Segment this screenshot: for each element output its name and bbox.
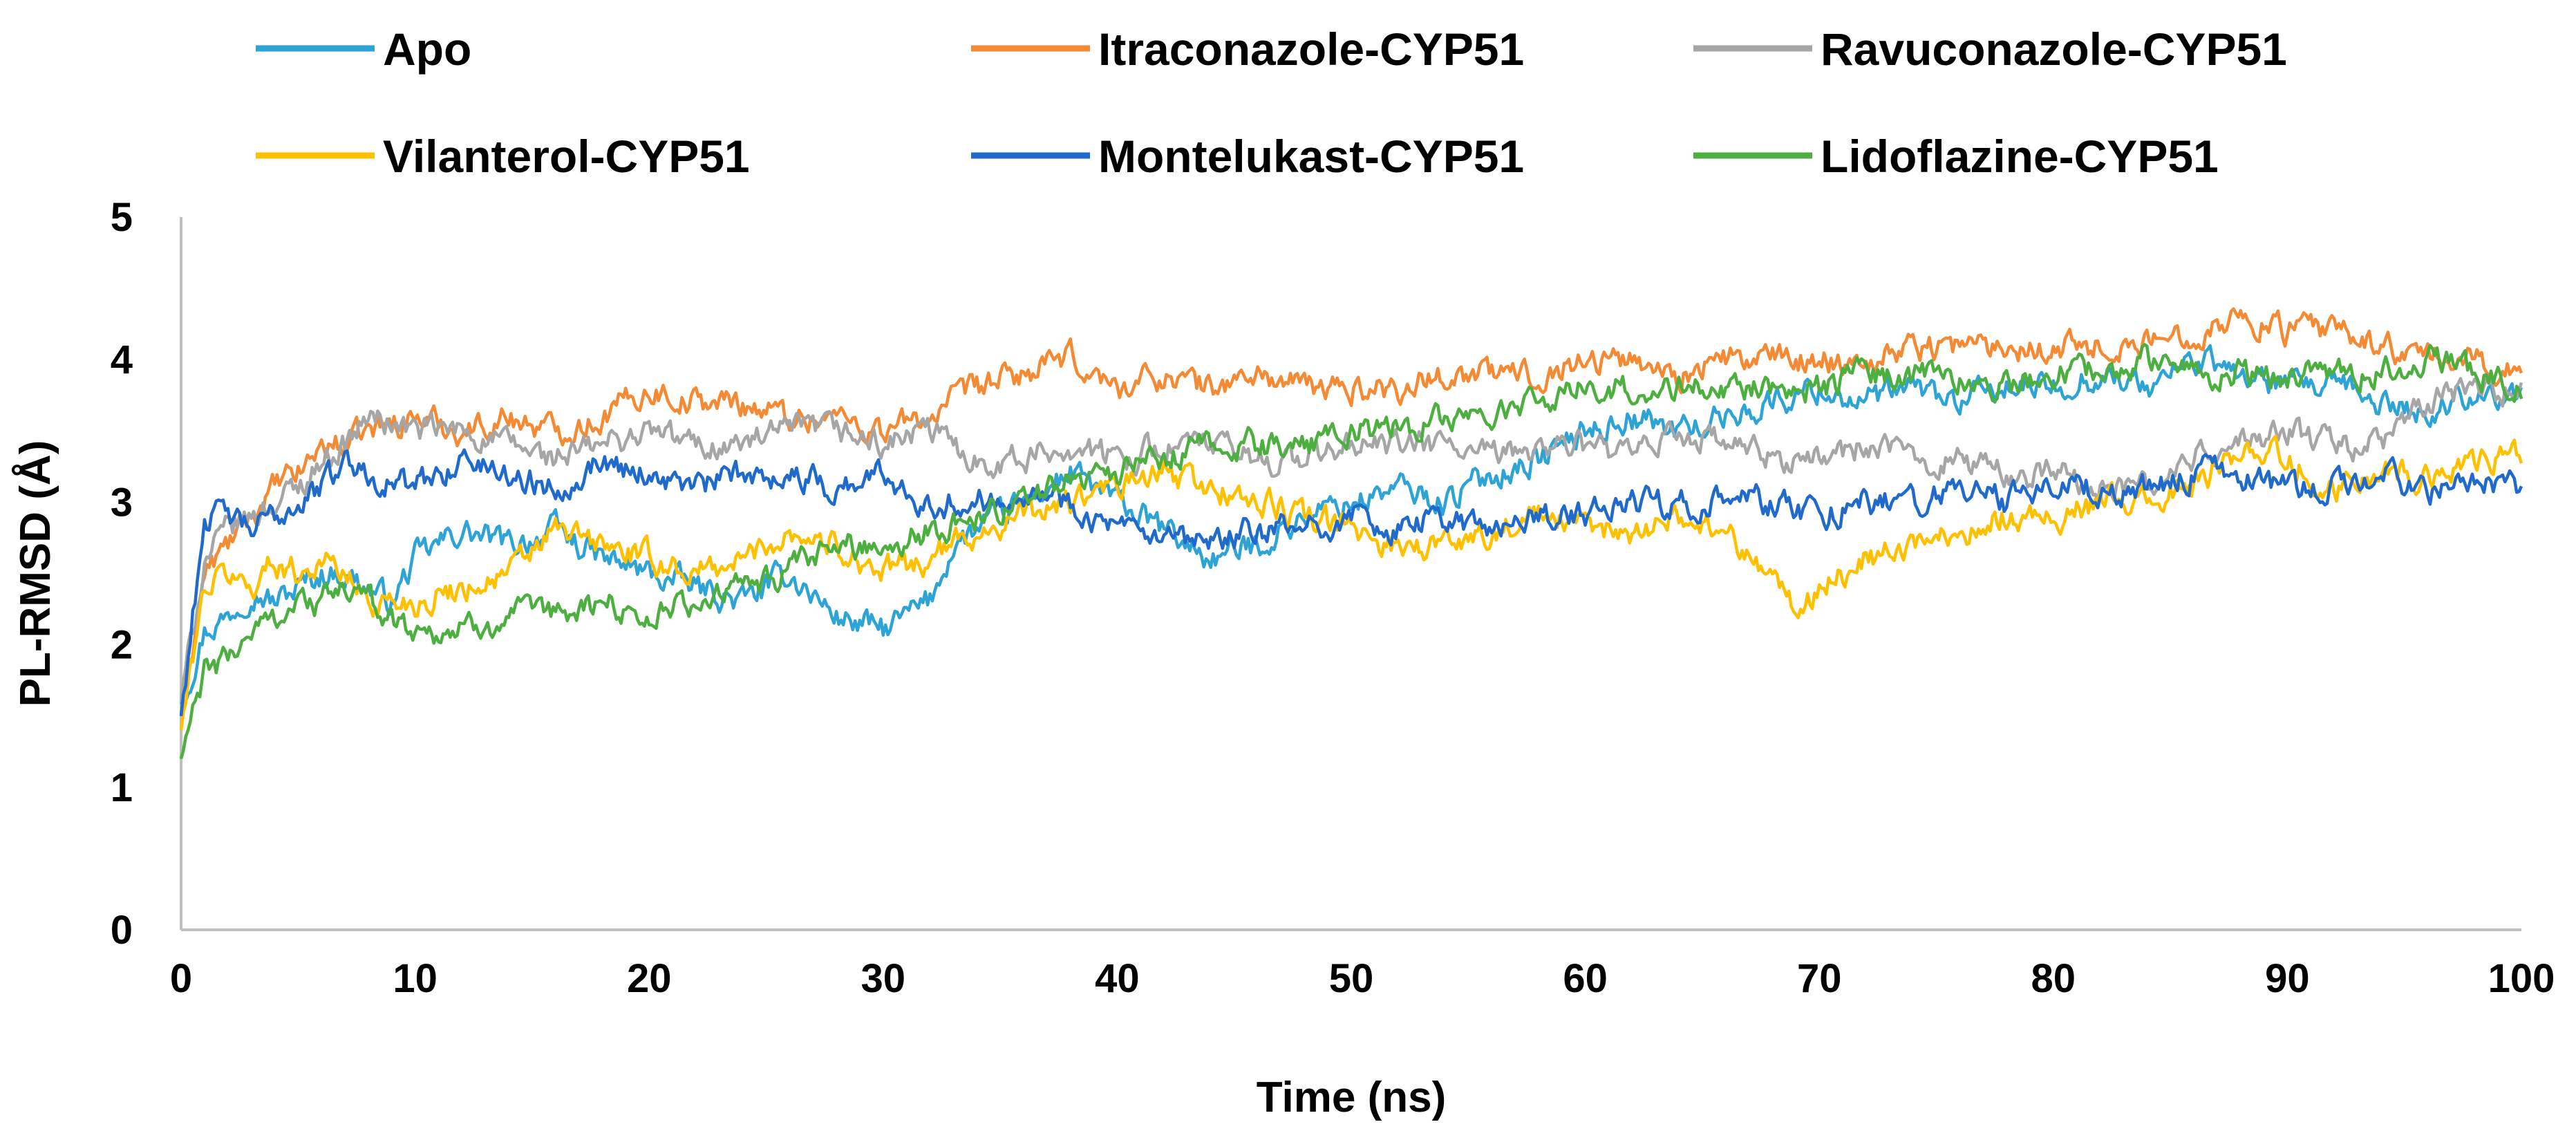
x-tick-labels: 0 10 20 30 40 50 60 70 80 90 100 [170,956,2555,1001]
series-line-3 [179,375,2523,702]
y-tick-label: 0 [111,908,133,953]
x-tick-label: 10 [393,956,438,1001]
x-tick-label: 80 [2031,956,2076,1001]
legend: Apo Itraconazole-CYP51 Ravuconazole-CYP51 V… [256,24,2287,182]
x-tick-label: 40 [1095,956,1140,1001]
x-tick-label: 60 [1563,956,1608,1001]
series-line-2 [179,307,2523,716]
x-tick-label: 0 [170,956,192,1001]
legend-label-6: Lidoflazine-CYP51 [1821,131,2219,182]
legend-label-5: Montelukast-CYP51 [1098,131,1524,182]
x-tick-label: 100 [2488,956,2555,1001]
y-axis-title: PL-RMSD (Å) [12,440,59,707]
series-line-6 [179,343,2523,760]
x-tick-label: 50 [1329,956,1374,1001]
series-line-5 [179,448,2523,716]
x-tick-label: 20 [627,956,672,1001]
legend-label-4: Vilanterol-CYP51 [383,131,750,182]
series-lines [179,307,2523,760]
axes [180,217,2521,931]
legend-label-3: Ravuconazole-CYP51 [1821,24,2287,75]
x-tick-label: 90 [2265,956,2310,1001]
y-tick-label: 5 [111,195,133,240]
y-tick-label: 4 [111,337,133,382]
legend-label-1: Apo [383,24,471,75]
y-tick-label: 3 [111,480,133,525]
y-tick-labels: 0 1 2 3 4 5 [111,195,133,953]
y-tick-label: 1 [111,765,133,810]
legend-label-2: Itraconazole-CYP51 [1098,24,1524,75]
x-tick-label: 30 [861,956,906,1001]
y-tick-label: 2 [111,623,133,668]
x-axis-title: Time (ns) [1257,1074,1446,1121]
x-tick-label: 70 [1797,956,1842,1001]
series-line-4 [179,434,2523,731]
